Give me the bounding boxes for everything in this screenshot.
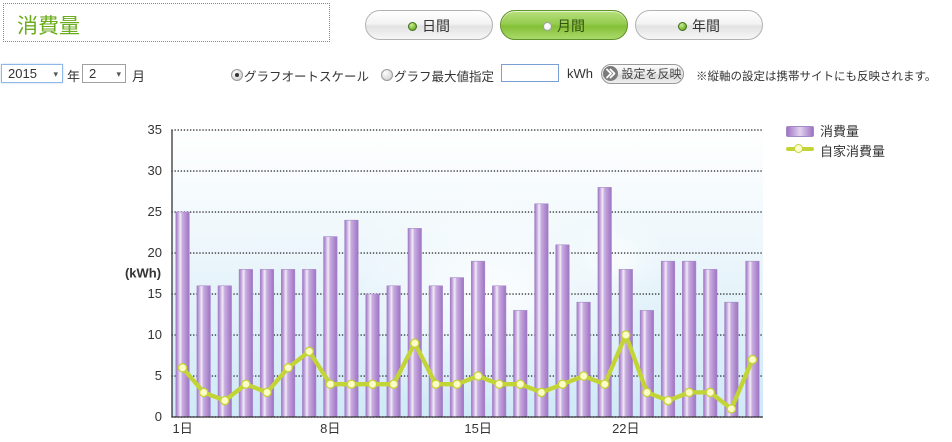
svg-text:0: 0: [155, 409, 162, 424]
svg-text:15日: 15日: [464, 421, 491, 436]
svg-text:(kWh): (kWh): [125, 266, 161, 281]
svg-text:22日: 22日: [612, 421, 639, 436]
svg-text:15: 15: [148, 286, 162, 301]
svg-text:8日: 8日: [320, 421, 340, 436]
svg-text:5: 5: [155, 368, 162, 383]
svg-text:25: 25: [148, 204, 162, 219]
svg-text:1日: 1日: [172, 421, 192, 436]
svg-text:20: 20: [148, 245, 162, 260]
svg-text:30: 30: [148, 163, 162, 178]
svg-text:10: 10: [148, 327, 162, 342]
svg-text:35: 35: [148, 122, 162, 137]
